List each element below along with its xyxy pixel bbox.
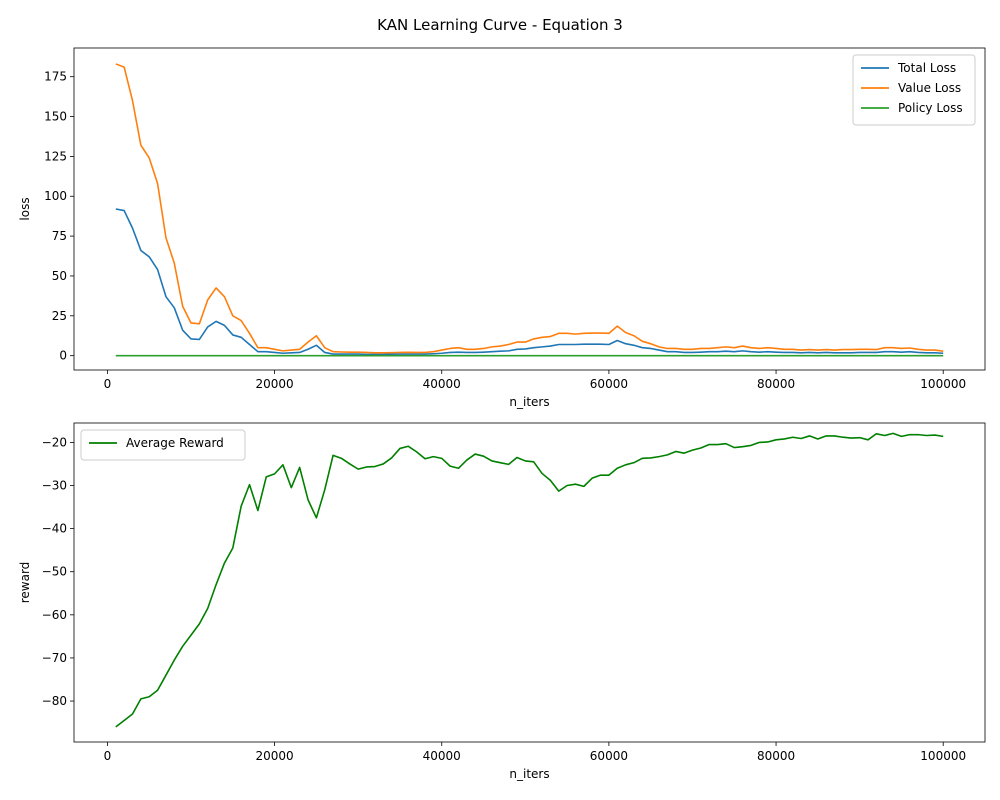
x-tick-label: 60000	[590, 749, 628, 763]
y-tick-label: −80	[42, 694, 67, 708]
y-tick-label: −50	[42, 565, 67, 579]
y-tick-label: 150	[44, 110, 67, 124]
x-axis-label: n_iters	[509, 767, 549, 781]
x-tick-label: 0	[104, 749, 112, 763]
y-axis-label: loss	[18, 197, 32, 220]
y-tick-label: −60	[42, 608, 67, 622]
x-tick-label: 20000	[255, 377, 293, 391]
legend-label: Average Reward	[126, 436, 224, 450]
loss-chart: 0 20000 40000 60000 80000 100000 0 25 50 75 100 125…	[18, 47, 986, 409]
legend: Total Loss Value Loss Policy Loss	[852, 54, 976, 126]
y-tick-label: 100	[44, 189, 67, 203]
legend: Average Reward	[80, 429, 246, 461]
x-tick-label: 0	[104, 377, 112, 391]
reward-chart: 0 20000 40000 60000 80000 100000 −80 −70 −60 −50 −…	[18, 422, 986, 781]
legend-label: Total Loss	[897, 61, 956, 75]
series-line-value-loss	[115, 63, 944, 354]
figure-title: KAN Learning Curve - Equation 3	[377, 16, 623, 34]
y-tick-label: −30	[42, 479, 67, 493]
x-tick-label: 20000	[255, 749, 293, 763]
x-tick-label: 80000	[757, 749, 795, 763]
y-axis-label: reward	[18, 562, 32, 604]
x-tick-label: 100000	[920, 377, 966, 391]
y-tick-label: −40	[42, 522, 67, 536]
y-tick-label: −70	[42, 651, 67, 665]
x-tick-label: 40000	[423, 749, 461, 763]
axes-frame	[73, 47, 986, 371]
x-tick-label: 80000	[757, 377, 795, 391]
y-tick-label: 25	[52, 309, 67, 323]
y-tick-label: 125	[44, 149, 67, 163]
y-tick-label: −20	[42, 435, 67, 449]
legend-label: Policy Loss	[898, 101, 963, 115]
y-tick-label: 0	[59, 349, 67, 363]
x-axis-label: n_iters	[509, 395, 549, 409]
y-tick-label: 50	[52, 269, 67, 283]
series-line-total-loss	[115, 208, 944, 356]
x-tick-label: 60000	[590, 377, 628, 391]
x-tick-label: 40000	[423, 377, 461, 391]
legend-label: Value Loss	[898, 81, 961, 95]
series-line-average-reward	[115, 432, 944, 728]
y-tick-label: 175	[44, 70, 67, 84]
y-tick-label: 75	[52, 229, 67, 243]
axes-frame	[73, 422, 986, 743]
x-tick-label: 100000	[920, 749, 966, 763]
legend-box	[80, 429, 246, 461]
